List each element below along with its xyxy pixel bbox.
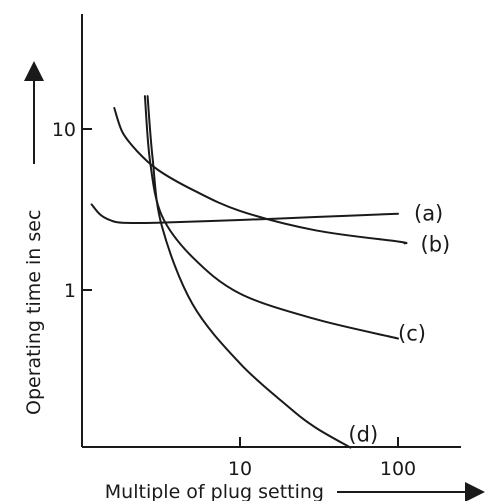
- x-tick-label: 10: [228, 458, 252, 480]
- ticks-group: 10 100 1 10: [52, 119, 416, 480]
- y-tick-label: 10: [52, 119, 76, 141]
- curve-label-a: (a): [414, 202, 443, 226]
- curve-c: [143, 95, 399, 340]
- y-axis-title: Operating time in sec: [23, 210, 45, 415]
- y-tick-label: 1: [64, 280, 76, 302]
- x-axis-title: Multiple of plug setting: [105, 481, 324, 501]
- curve-label-c: (c): [398, 321, 426, 345]
- curve-labels-group: (a) (b) (c) (d): [348, 202, 450, 447]
- x-tick-label: 100: [380, 458, 416, 480]
- curve-b: [113, 107, 408, 245]
- curves-group: [90, 95, 408, 449]
- curve-label-d: (d): [348, 423, 378, 447]
- curve-label-b: (b): [421, 232, 451, 256]
- curve-a: [90, 203, 399, 224]
- curve-d: [146, 95, 352, 449]
